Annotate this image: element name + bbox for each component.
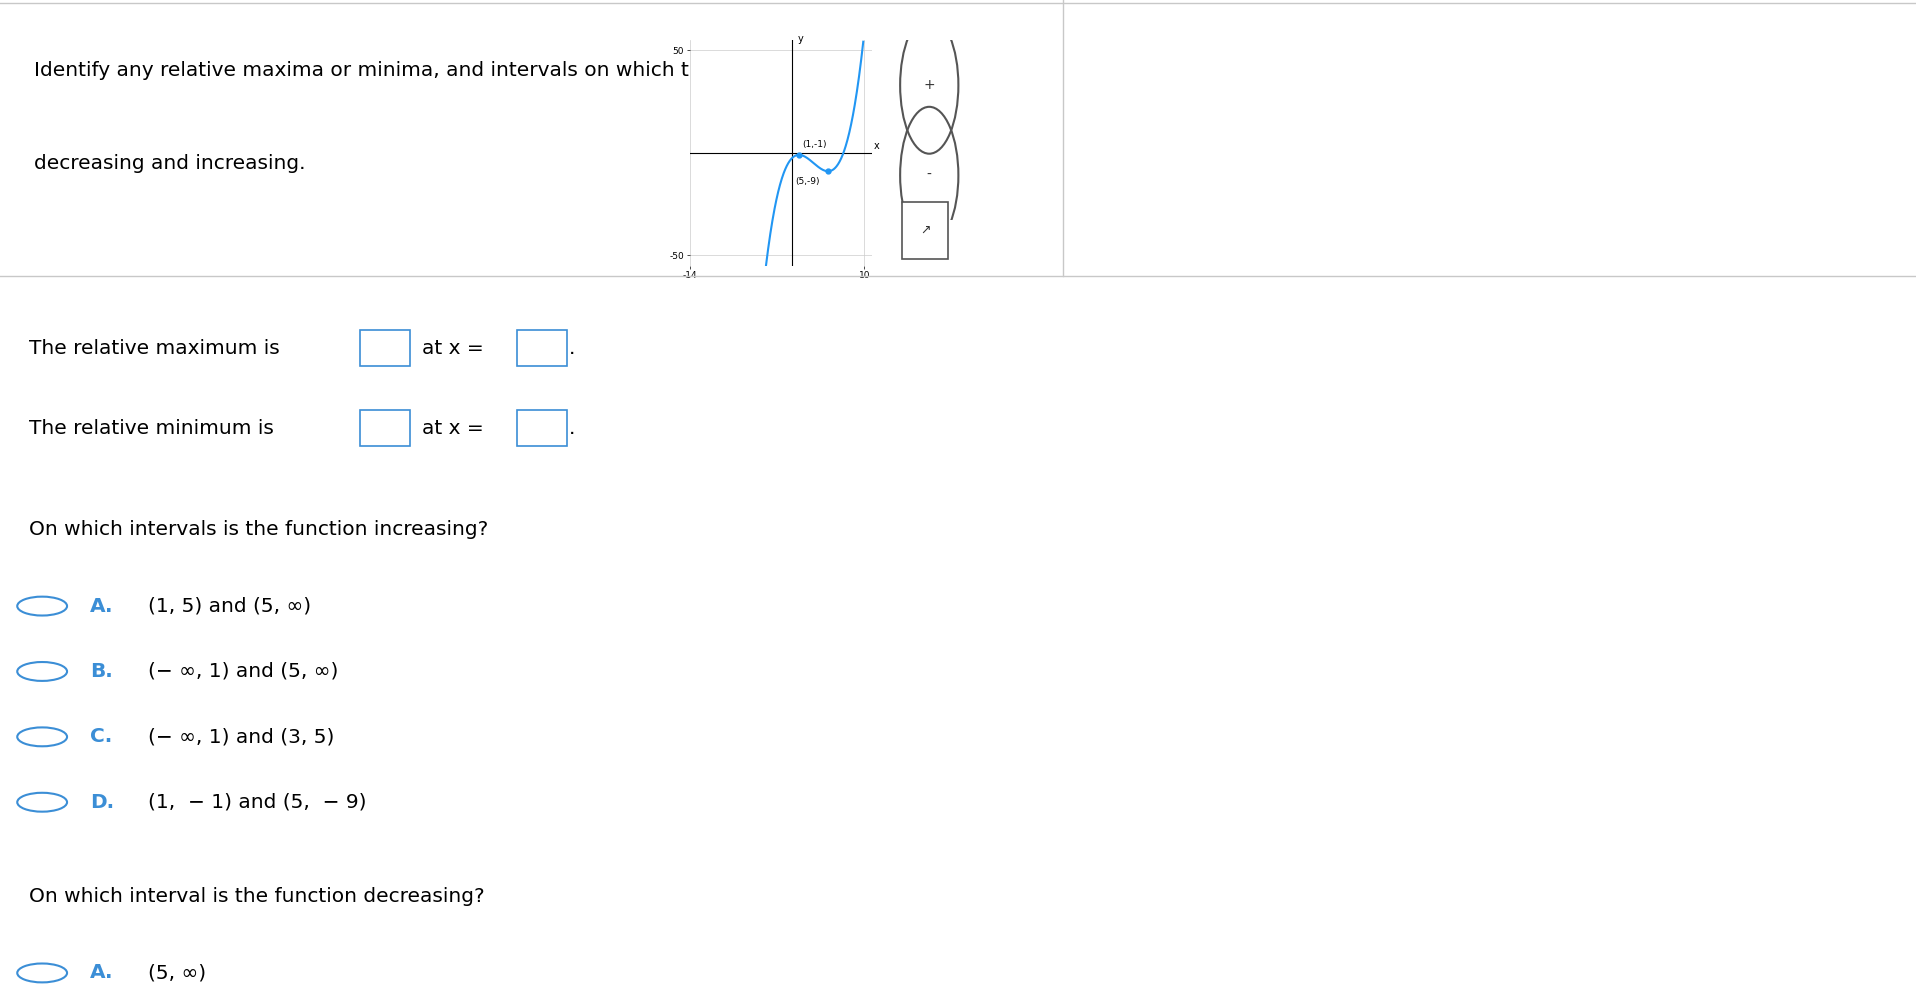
Text: B.: B. (90, 662, 113, 681)
Text: Identify any relative maxima or minima, and intervals on which the function is: Identify any relative maxima or minima, … (34, 61, 826, 79)
FancyBboxPatch shape (517, 410, 567, 446)
FancyBboxPatch shape (360, 410, 410, 446)
Text: On which intervals is the function increasing?: On which intervals is the function incre… (29, 520, 489, 539)
Text: The relative minimum is: The relative minimum is (29, 419, 274, 438)
Text: A.: A. (90, 964, 113, 982)
Text: -: - (927, 168, 931, 182)
Text: On which interval is the function decreasing?: On which interval is the function decrea… (29, 887, 485, 906)
Text: A.: A. (90, 596, 113, 615)
Text: .: . (569, 339, 575, 358)
Text: (5,-9): (5,-9) (795, 176, 820, 185)
Text: y: y (797, 34, 803, 44)
Text: (1, 5) and (5, ∞): (1, 5) and (5, ∞) (148, 596, 310, 615)
Text: The relative maximum is: The relative maximum is (29, 339, 280, 358)
Text: (− ∞, 1) and (3, 5): (− ∞, 1) and (3, 5) (148, 727, 333, 746)
Text: +: + (924, 78, 935, 92)
Text: ↗: ↗ (920, 224, 931, 236)
Text: (− ∞, 1) and (5, ∞): (− ∞, 1) and (5, ∞) (148, 662, 337, 681)
Text: at x =: at x = (422, 419, 483, 438)
Text: C.: C. (90, 727, 113, 746)
FancyBboxPatch shape (360, 331, 410, 366)
FancyBboxPatch shape (517, 331, 567, 366)
Text: D.: D. (90, 793, 115, 812)
Text: (5, ∞): (5, ∞) (148, 964, 205, 982)
Text: at x =: at x = (422, 339, 483, 358)
FancyBboxPatch shape (902, 202, 948, 259)
Text: (1,  − 1) and (5,  − 9): (1, − 1) and (5, − 9) (148, 793, 366, 812)
Text: (1,-1): (1,-1) (803, 139, 826, 148)
Text: .: . (569, 419, 575, 438)
Text: x: x (874, 140, 879, 150)
Text: decreasing and increasing.: decreasing and increasing. (34, 154, 307, 173)
